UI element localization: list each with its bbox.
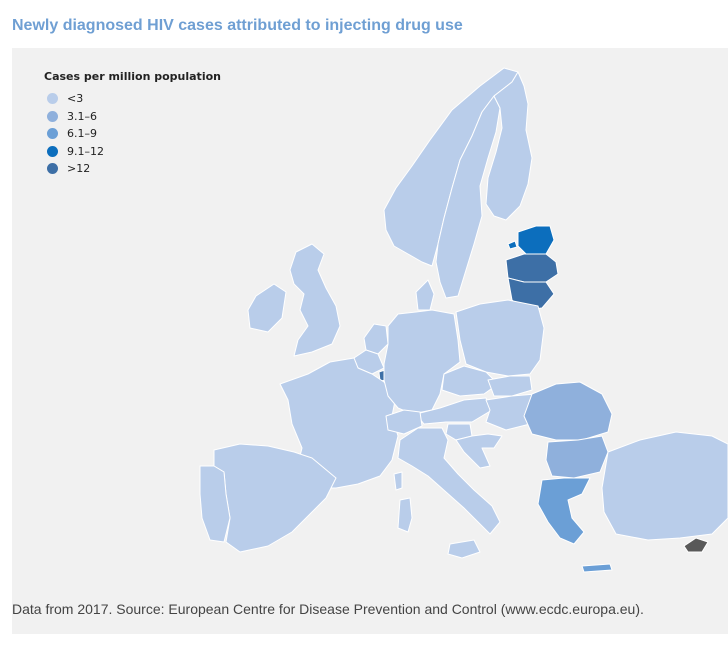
map-title: Newly diagnosed HIV cases attributed to …: [12, 17, 463, 34]
legend-swatch: [47, 128, 58, 140]
region-denmark[interactable]: [415, 279, 435, 311]
region-italy[interactable]: [397, 427, 501, 535]
region-france[interactable]: [279, 357, 399, 489]
legend-label: 6.1–9: [67, 127, 97, 141]
region-romania[interactable]: [523, 381, 613, 441]
legend-item-3-6: 3.1–6: [44, 108, 221, 126]
legend-label: 3.1–6: [67, 109, 97, 123]
region-sicily[interactable]: [447, 539, 481, 559]
legend-swatch: [47, 93, 58, 105]
region-greece[interactable]: [537, 477, 591, 545]
legend-item-gt12: >12: [44, 160, 221, 178]
region-netherlands[interactable]: [363, 323, 389, 355]
legend-item-6-9: 6.1–9: [44, 125, 221, 143]
legend-label: 9.1–12: [67, 144, 104, 158]
legend-swatch: [47, 145, 58, 157]
legend: Cases per million population <3 3.1–6 6.…: [44, 70, 221, 178]
region-turkey[interactable]: [601, 431, 728, 541]
legend-swatch: [47, 110, 58, 122]
region-cyprus[interactable]: [683, 537, 709, 553]
region-ireland[interactable]: [247, 283, 287, 333]
region-switzerland[interactable]: [385, 409, 423, 435]
region-germany[interactable]: [383, 309, 461, 415]
legend-item-lt3: <3: [44, 90, 221, 108]
region-portugal[interactable]: [199, 465, 231, 543]
source-note: Data from 2017. Source: European Centre …: [12, 601, 644, 617]
legend-label: <3: [67, 92, 84, 106]
legend-title: Cases per million population: [44, 70, 221, 83]
region-corsica[interactable]: [393, 471, 403, 491]
region-slovakia[interactable]: [487, 375, 533, 397]
region-estonia[interactable]: [517, 225, 555, 255]
region-finland[interactable]: [485, 71, 533, 221]
region-united-kingdom[interactable]: [289, 243, 341, 357]
region-bulgaria[interactable]: [545, 435, 609, 479]
region-estonia-island[interactable]: [507, 240, 518, 250]
region-latvia[interactable]: [505, 253, 559, 283]
map-panel: Cases per million population <3 3.1–6 6.…: [12, 48, 728, 634]
region-sweden[interactable]: [435, 95, 501, 299]
europe-map: [199, 67, 728, 573]
region-poland[interactable]: [455, 299, 545, 377]
region-sardinia[interactable]: [397, 497, 413, 533]
legend-item-9-12: 9.1–12: [44, 143, 221, 161]
legend-swatch: [47, 163, 58, 175]
region-crete[interactable]: [581, 563, 613, 573]
legend-label: >12: [67, 162, 91, 176]
region-croatia[interactable]: [455, 433, 503, 469]
